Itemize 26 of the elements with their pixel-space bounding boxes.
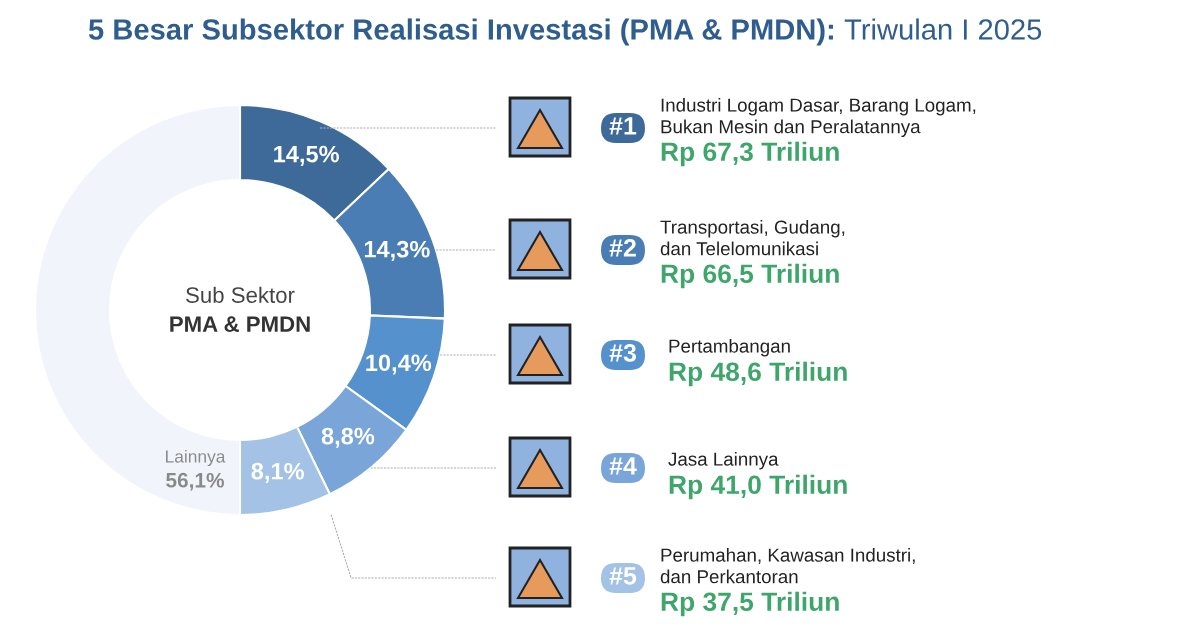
text: #3 — [609, 344, 636, 362]
data-label: 14,3% — [364, 240, 430, 262]
text: #4 — [609, 457, 637, 475]
legend-label: Industri Logam Dasar, Barang Logam, Bukan Mesin dan Peralatannya — [661, 98, 976, 138]
text: Rp 48,6 Triliun — [669, 361, 847, 387]
data-label: 8,1% — [251, 462, 304, 483]
text: #1 — [609, 117, 637, 135]
text: Rp 41,0 Triliun — [669, 474, 847, 500]
text: Rp 66,5 Triliun — [661, 263, 839, 289]
text: #5 — [609, 567, 637, 585]
legend-label: Pertambangan — [669, 339, 790, 357]
legend-label: Jasa Lainnya — [668, 452, 779, 470]
data-label: 8,8% — [321, 427, 375, 448]
data-label: 56,1% — [166, 472, 224, 491]
chart-title: 5 Besar Subsektor Realisasi Investasi (PMA & PMDN): — [88, 18, 833, 46]
data-label: 14,5% — [274, 145, 340, 166]
text: Sub Sektor — [186, 286, 295, 303]
data-label: 10,4% — [366, 354, 432, 375]
text: Rp 37,5 Triliun — [661, 591, 839, 617]
legend-label: Perumahan, Kawasan Industri, dan Perkantoran — [660, 548, 915, 584]
chart-subtitle: Triwulan I 2025 — [844, 18, 1042, 40]
slice-label: Lainnya — [166, 449, 226, 467]
legend-label: Transportasi, Gudang, dan Telelomunikasi — [660, 220, 845, 256]
text: #2 — [609, 239, 636, 257]
text: PMA & PMDN — [170, 316, 310, 332]
text: Rp 67,3 Triliun — [661, 141, 839, 167]
